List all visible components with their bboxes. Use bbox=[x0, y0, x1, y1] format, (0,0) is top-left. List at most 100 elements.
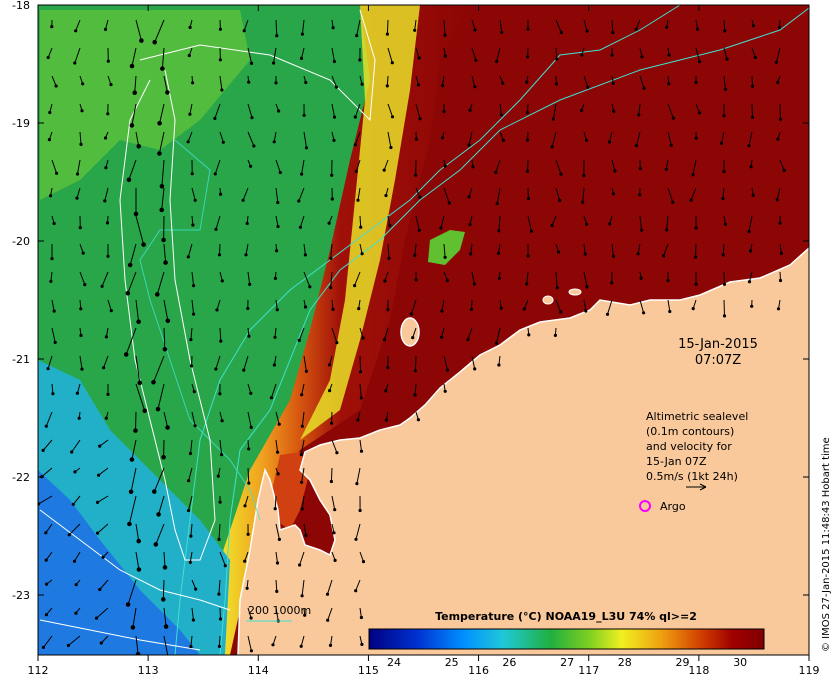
velocity-arrow-head bbox=[526, 197, 531, 201]
velocity-arrow-head bbox=[747, 230, 751, 234]
velocity-arrow bbox=[583, 299, 587, 312]
velocity-arrow bbox=[555, 19, 562, 33]
velocity-arrow bbox=[72, 495, 81, 505]
velocity-arrow bbox=[38, 495, 53, 505]
velocity-arrow-head bbox=[667, 82, 671, 86]
velocity-arrow bbox=[51, 383, 54, 394]
velocity-arrow-head bbox=[779, 251, 784, 255]
velocity-arrow-head bbox=[776, 80, 780, 85]
velocity-arrow bbox=[107, 299, 112, 311]
velocity-arrow-head bbox=[190, 172, 194, 176]
velocity-arrow bbox=[301, 19, 305, 35]
velocity-arrow bbox=[583, 19, 588, 32]
velocity-arrow-head bbox=[526, 138, 530, 142]
velocity-arrow bbox=[355, 159, 361, 172]
velocity-arrow-head bbox=[719, 141, 724, 145]
velocity-arrow-head bbox=[413, 393, 417, 397]
velocity-arrow bbox=[442, 75, 445, 86]
velocity-arrow-head bbox=[75, 196, 79, 200]
velocity-arrow bbox=[555, 47, 558, 60]
velocity-arrow bbox=[187, 131, 193, 142]
velocity-arrow-head bbox=[276, 200, 280, 205]
velocity-arrow-head bbox=[751, 193, 755, 197]
velocity-arrow-head bbox=[671, 116, 675, 120]
velocity-arrow bbox=[723, 19, 726, 31]
velocity-arrow bbox=[135, 523, 140, 542]
velocity-arrow-head bbox=[776, 137, 780, 141]
velocity-arrow-head bbox=[218, 392, 222, 396]
velocity-arrow-head bbox=[354, 169, 358, 173]
velocity-arrow-head bbox=[582, 173, 586, 178]
velocity-arrow-head bbox=[221, 140, 225, 144]
velocity-arrow bbox=[359, 383, 362, 398]
velocity-arrow-head bbox=[194, 587, 198, 591]
velocity-arrow-head bbox=[75, 172, 80, 176]
velocity-arrow-head bbox=[637, 113, 641, 117]
velocity-arrow bbox=[247, 607, 252, 619]
sst-lightgreen-patches bbox=[40, 10, 250, 200]
velocity-arrow-head bbox=[187, 479, 191, 483]
velocity-arrow bbox=[635, 131, 641, 146]
velocity-arrow-head bbox=[384, 389, 388, 393]
velocity-arrow-head bbox=[666, 278, 670, 283]
velocity-arrow-head bbox=[162, 565, 168, 570]
velocity-arrow-head bbox=[550, 223, 554, 228]
velocity-arrow-head bbox=[664, 167, 668, 171]
colorbar-ticks: 24 25 26 27 28 29 30 bbox=[387, 656, 747, 669]
velocity-arrow-head bbox=[382, 338, 386, 342]
velocity-arrow-head bbox=[501, 81, 505, 85]
velocity-arrow bbox=[722, 187, 725, 199]
velocity-arrow-head bbox=[443, 164, 447, 168]
velocity-arrow bbox=[751, 75, 753, 87]
velocity-arrow-head bbox=[723, 29, 727, 33]
velocity-arrow bbox=[275, 159, 281, 173]
velocity-arrow-head bbox=[44, 424, 48, 428]
velocity-arrow-head bbox=[499, 113, 503, 117]
velocity-arrow bbox=[134, 75, 137, 93]
velocity-arrow bbox=[387, 243, 390, 259]
velocity-arrow bbox=[383, 327, 389, 340]
velocity-arrow-head bbox=[83, 283, 87, 287]
velocity-arrow bbox=[161, 159, 165, 187]
velocity-arrow-head bbox=[497, 229, 501, 233]
velocity-arrow bbox=[214, 159, 221, 175]
velocity-arrow bbox=[71, 439, 81, 453]
velocity-arrow bbox=[663, 243, 669, 257]
velocity-arrow bbox=[776, 187, 781, 200]
velocity-arrow bbox=[163, 327, 166, 350]
velocity-arrow bbox=[470, 243, 473, 254]
velocity-arrow bbox=[551, 215, 557, 226]
velocity-arrow bbox=[414, 19, 417, 31]
velocity-arrow-head bbox=[48, 110, 52, 115]
velocity-arrow-head bbox=[220, 419, 224, 423]
velocity-arrow-head bbox=[273, 507, 277, 511]
velocity-arrow-head bbox=[585, 29, 589, 33]
velocity-arrow-head bbox=[581, 200, 585, 204]
sealevel-contour bbox=[39, 509, 231, 611]
velocity-arrow bbox=[215, 355, 221, 370]
velocity-arrow-head bbox=[186, 140, 190, 144]
velocity-arrow bbox=[191, 579, 197, 590]
velocity-arrow-head bbox=[610, 53, 614, 57]
velocity-arrow bbox=[386, 19, 389, 35]
velocity-arrow-head bbox=[689, 198, 693, 202]
colorbar bbox=[368, 628, 765, 650]
velocity-arrow-head bbox=[220, 453, 224, 457]
lat-tick-label: -18 bbox=[12, 0, 30, 12]
velocity-arrow-head bbox=[217, 644, 221, 649]
velocity-arrow-head bbox=[446, 368, 450, 372]
velocity-arrow-head bbox=[384, 418, 388, 422]
velocity-arrow-head bbox=[75, 391, 80, 395]
velocity-arrow-head bbox=[139, 38, 144, 43]
velocity-arrow bbox=[163, 299, 169, 321]
velocity-arrow-head bbox=[249, 425, 253, 429]
velocity-arrow bbox=[75, 19, 81, 31]
velocity-arrow-head bbox=[329, 479, 333, 484]
velocity-arrow-head bbox=[494, 341, 499, 345]
velocity-arrow-head bbox=[159, 207, 164, 213]
velocity-arrow-head bbox=[213, 116, 217, 121]
velocity-arrow bbox=[247, 271, 251, 285]
velocity-arrow-head bbox=[413, 28, 417, 32]
velocity-arrow bbox=[611, 243, 614, 257]
velocity-arrow-head bbox=[747, 280, 752, 284]
